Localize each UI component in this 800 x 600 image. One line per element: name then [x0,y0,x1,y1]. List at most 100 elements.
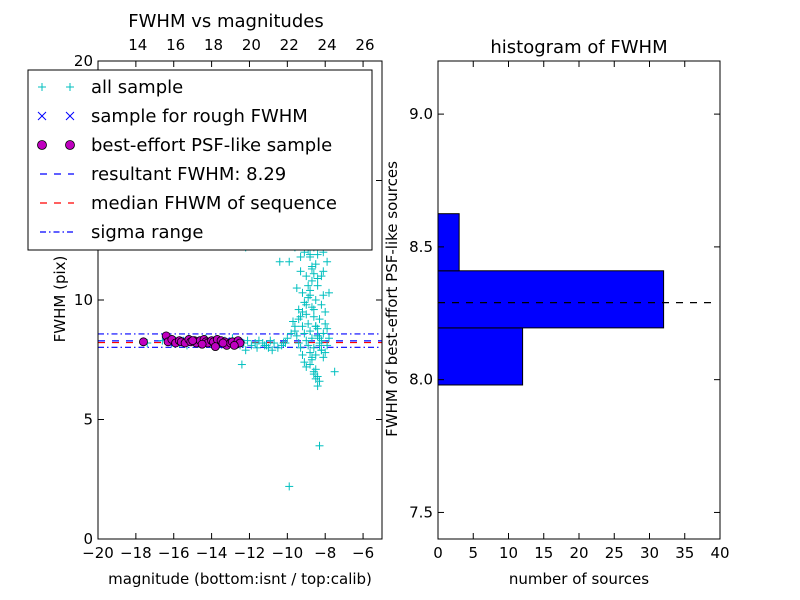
scatter-point-all-sample [302,272,311,281]
scatter-point-all-sample [319,267,328,276]
scatter-x-tick-label: −6 [352,544,374,562]
scatter-point-all-sample [307,276,316,285]
legend-entry: median FHWM of sequence [40,193,337,214]
scatter-top-axis-tick-label: 14 [128,36,147,54]
scatter-top-axis-tick-label: 24 [318,36,337,54]
scatter-point-all-sample [321,307,330,316]
scatter-point-all-sample [292,331,301,340]
scatter-point-all-sample [321,319,330,328]
scatter-panel: −20−18−16−14−12−10−8−6051015201416182022… [27,11,383,588]
scatter-y-tick-label: 5 [83,411,93,429]
scatter-point-all-sample [315,341,324,350]
scatter-point-all-sample [307,303,316,312]
scatter-point-all-sample [315,441,324,450]
legend-label: resultant FWHM: 8.29 [91,164,286,185]
histogram-x-axis-label: number of sources [509,570,649,588]
scatter-top-axis-tick-label: 16 [166,36,185,54]
histogram-title: histogram of FWHM [490,37,667,58]
legend-box [27,69,373,251]
scatter-top-axis-tick-label: 22 [280,36,299,54]
legend-label: median FHWM of sequence [91,193,337,214]
scatter-top-axis-tick-label: 26 [355,36,374,54]
scatter-title: FWHM vs magnitudes [128,11,323,32]
scatter-point-all-sample [292,284,301,293]
scatter-point-all-sample [313,281,322,290]
scatter-point-all-sample [253,343,262,352]
scatter-point-all-sample [289,317,298,326]
scatter-point-all-sample [307,262,316,271]
scatter-point-all-sample [241,346,250,355]
scatter-point-all-sample [319,329,328,338]
scatter-point-all-sample [313,274,322,283]
scatter-point-all-sample [304,319,313,328]
scatter-y-axis-label: FWHM (pix) [51,256,69,343]
scatter-point-all-sample [296,267,305,276]
scatter-point-all-sample [302,310,311,319]
scatter-point-all-sample [306,348,315,357]
legend-entry: resultant FWHM: 8.29 [40,164,286,185]
scatter-y-tick-label: 20 [74,52,93,70]
scatter-point-all-sample [294,305,303,314]
legend-label: sample for rough FWHM [91,106,308,127]
scatter-top-axis-tick-label: 18 [204,36,223,54]
histogram-y-tick-label: 8.0 [409,371,433,389]
scatter-point-all-sample [285,257,294,266]
legend-entry: best-effort PSF-like sample [37,135,332,156]
scatter-point-all-sample [324,288,333,297]
scatter-x-axis-label: magnitude (bottom:isnt / top:calib) [108,570,372,588]
histogram-bar [437,327,524,386]
histogram-x-tick-label: 10 [499,544,518,562]
scatter-point-all-sample [324,334,333,343]
scatter-point-all-sample [309,312,318,321]
histogram-bar [437,270,665,329]
scatter-point-all-sample [311,374,320,383]
scatter-point-psf-sample [229,341,239,350]
scatter-point-all-sample [306,291,315,300]
scatter-point-all-sample [309,343,318,352]
scatter-point-all-sample [311,296,320,304]
scatter-x-tick-label: −18 [120,544,152,562]
scatter-point-all-sample [237,360,246,369]
scatter-point-all-sample [290,327,299,336]
scatter-point-all-sample [300,329,309,338]
scatter-point-psf-sample [218,338,228,348]
scatter-point-all-sample [243,336,252,345]
scatter-point-all-sample [330,367,339,376]
scatter-point-all-sample [317,346,326,355]
histogram-x-tick-label: 35 [675,544,694,562]
scatter-point-psf-sample [210,342,220,352]
scatter-point-all-sample [279,339,288,348]
scatter-point-all-sample [319,353,328,362]
histogram-x-tick-label: 0 [433,544,443,562]
scatter-point-psf-sample [188,336,198,346]
histogram-x-tick-label: 5 [468,544,478,562]
scatter-point-all-sample [304,281,313,290]
scatter-point-all-sample [283,334,292,343]
histogram-x-tick-label: 20 [569,544,588,562]
scatter-x-tick-label: −16 [158,544,190,562]
scatter-point-all-sample [311,365,320,374]
scatter-point-all-sample [300,358,309,367]
histogram-panel: 0 5 10 15 20 25 30 35 40 7.5 8.0 8.5 9.0 histogram o… [383,37,730,588]
scatter-point-all-sample [313,382,322,391]
scatter-point-all-sample [313,250,322,259]
scatter-y-tick-label: 10 [74,291,93,309]
scatter-point-psf-sample [197,339,207,349]
histogram-x-tick-label: 40 [710,544,729,562]
scatter-point-all-sample [298,350,307,359]
scatter-y-tick-label: 0 [83,530,93,548]
scatter-x-tick-label: −14 [196,544,228,562]
scatter-point-all-sample [307,353,316,362]
scatter-point-all-sample [319,291,328,300]
scatter-point-all-sample [296,343,305,352]
legend-label: all sample [91,77,183,98]
scatter-point-all-sample [315,315,324,324]
scatter-point-all-sample [306,327,315,336]
scatter-point-psf-sample [139,337,148,347]
scatter-point-all-sample [313,331,322,340]
scatter-point-all-sample [311,322,320,331]
scatter-point-all-sample [298,322,307,331]
scatter-point-all-sample [317,300,326,309]
scatter-point-all-sample [264,343,273,352]
